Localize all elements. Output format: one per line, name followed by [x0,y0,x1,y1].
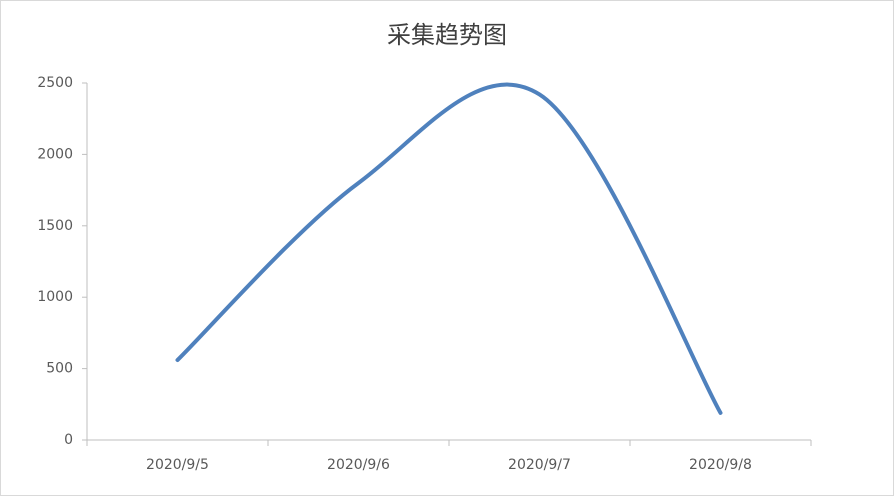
y-tick-label: 500 [46,361,73,377]
x-tick-label: 2020/9/6 [327,457,390,473]
y-tick-label: 2500 [37,75,73,91]
x-tick-label: 2020/9/7 [508,457,571,473]
line-series [175,82,723,415]
y-tick-label: 2000 [37,146,73,162]
x-tick-label: 2020/9/5 [146,457,209,473]
y-tick-label: 1500 [37,218,73,234]
x-tick-label: 2020/9/8 [689,457,752,473]
y-tick-label: 0 [64,432,73,448]
chart-title: 采集趋势图 [387,21,507,49]
y-tick-label: 1000 [37,289,73,305]
